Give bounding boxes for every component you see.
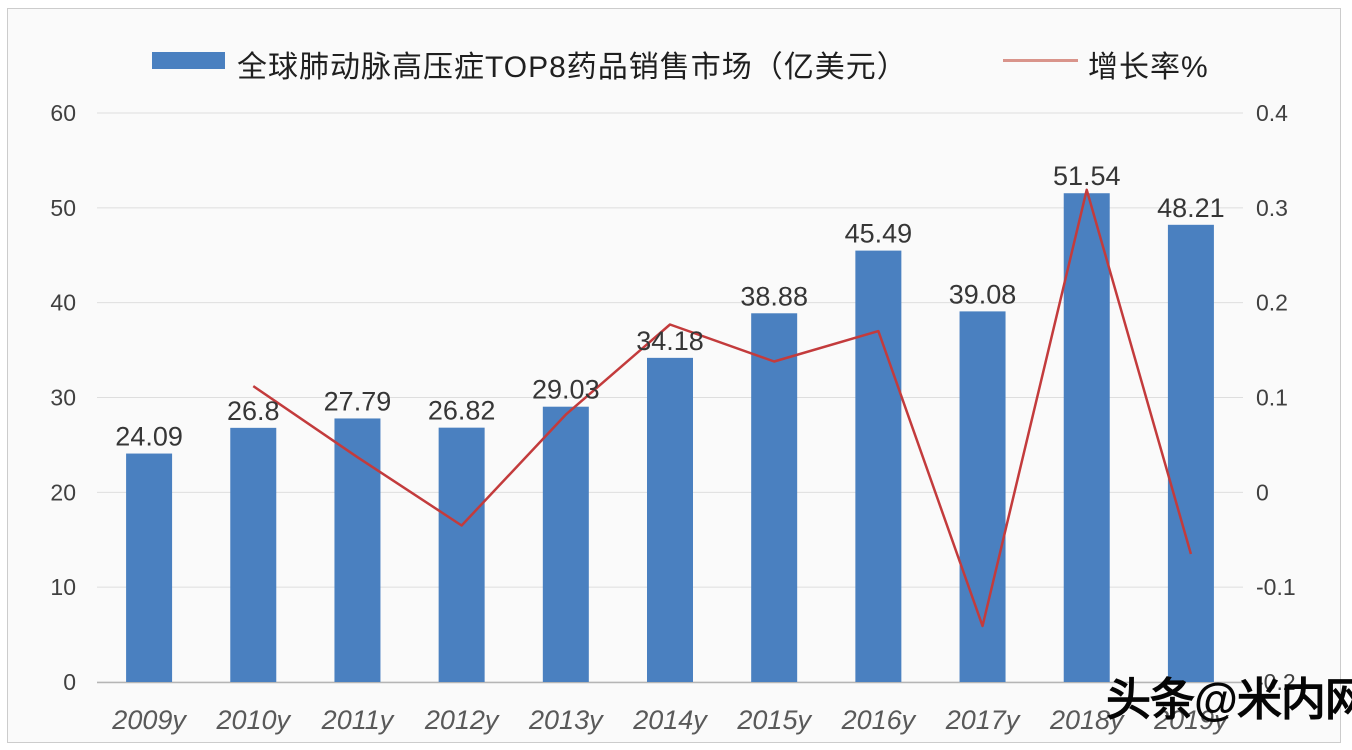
bar-2009y (126, 453, 173, 682)
right-axis-tick-label: 0.1 (1256, 385, 1288, 411)
left-axis-tick-label: 40 (50, 290, 76, 316)
bar-series-label: 全球肺动脉高压症TOP8药品销售市场（亿美元） (237, 51, 908, 84)
left-axis-tick-label: 20 (50, 479, 76, 505)
left-axis-tick-label: 10 (50, 574, 76, 600)
category-label: 2018y (1049, 705, 1125, 735)
right-axis-tick-label: -0.2 (1256, 669, 1296, 695)
bar-value-label: 51.54 (1053, 161, 1121, 191)
right-axis-tick-label: 0.4 (1256, 100, 1288, 126)
bar-value-label: 24.09 (115, 422, 183, 452)
bar-series-swatch (152, 52, 225, 69)
right-axis-tick-label: 0.2 (1256, 290, 1288, 316)
bar-value-label: 38.88 (740, 281, 808, 311)
bar-value-label: 34.18 (636, 326, 704, 356)
category-label: 2013y (528, 705, 604, 735)
category-label: 2017y (945, 705, 1021, 735)
right-axis-tick-label: 0 (1256, 479, 1269, 505)
left-axis-tick-label: 0 (63, 669, 76, 695)
bar-2010y (230, 427, 277, 682)
category-label: 2012y (424, 705, 500, 735)
bar-value-label: 39.08 (949, 279, 1017, 309)
bar-2013y (542, 406, 589, 682)
category-label: 2015y (736, 705, 812, 735)
line-series-label: 增长率% (1088, 51, 1209, 84)
bar-2017y (959, 311, 1006, 682)
left-axis-tick-label: 30 (50, 385, 76, 411)
bar-value-label: 48.21 (1157, 193, 1225, 223)
bar-2015y (751, 313, 798, 682)
bar-value-label: 45.49 (845, 219, 913, 249)
bar-2011y (334, 418, 381, 682)
right-axis-tick-label: -0.1 (1256, 574, 1296, 600)
category-label: 2014y (632, 705, 708, 735)
bar-2016y (855, 250, 902, 683)
growth-rate-line (252, 188, 1193, 628)
bar-value-label: 26.82 (428, 396, 496, 426)
watermark: 头条@米内网 (1106, 674, 1352, 725)
category-label: 2009y (111, 705, 187, 735)
category-label: 2016y (841, 705, 917, 735)
category-label: 2019y (1153, 705, 1229, 735)
right-axis-tick-label: 0.3 (1256, 195, 1288, 221)
line-series-swatch (1003, 59, 1078, 62)
bar-2018y (1063, 193, 1110, 682)
bar-value-label: 29.03 (532, 375, 600, 405)
bar-value-label: 27.79 (324, 386, 392, 416)
category-label: 2010y (215, 705, 291, 735)
bar-2019y (1167, 224, 1214, 682)
bar-2014y (647, 357, 693, 682)
category-label: 2011y (321, 705, 395, 735)
bar-2012y (438, 427, 485, 682)
bar-value-label: 26.8 (227, 396, 280, 426)
left-axis-tick-label: 60 (50, 100, 76, 126)
left-axis-tick-label: 50 (50, 195, 76, 221)
